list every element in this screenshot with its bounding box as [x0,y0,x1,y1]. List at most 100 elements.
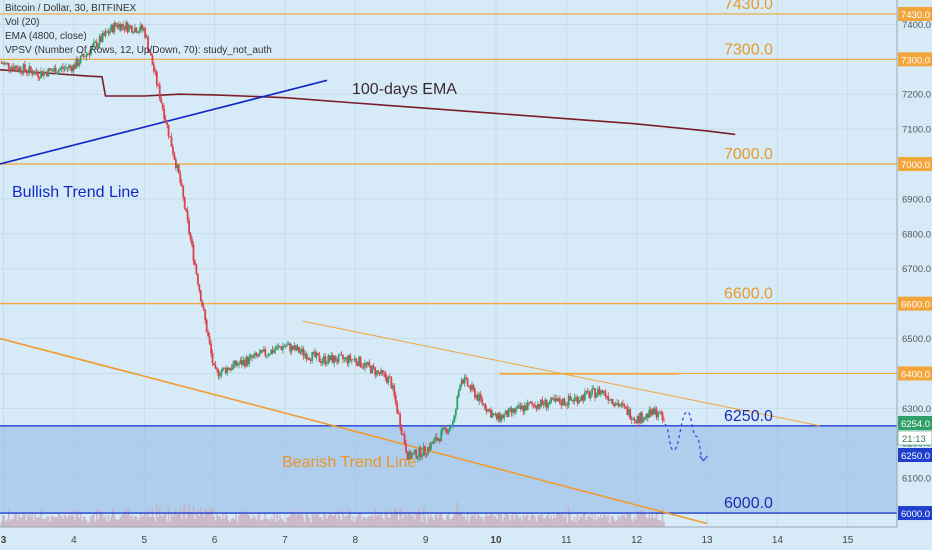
volume-bar [158,505,161,527]
candle-body [409,451,412,459]
volume-bar [358,513,360,527]
volume-bar [648,514,651,527]
volume-bar [466,511,469,527]
candle-body [594,388,596,398]
candle-body [537,404,539,410]
candle-body [224,367,227,373]
candle-body [440,431,443,442]
volume-bar [68,514,70,527]
candle-body [485,409,488,412]
candle-body [98,36,101,45]
candle-body [211,353,214,364]
candle-body [26,72,29,74]
x-tick-label: 5 [141,535,147,546]
x-tick-label: 12 [631,535,643,546]
candle-body [154,71,157,73]
ema-annotation: 100-days EMA [352,81,457,98]
candle-body [251,355,253,358]
candle-body [602,390,605,393]
volume-bar [405,512,407,527]
candle-body [663,419,665,421]
candle-body [358,356,360,366]
volume-bar [299,514,302,527]
candle-body [368,362,371,366]
candle-body [561,398,564,406]
volume-bar [368,515,371,527]
volume-bar [655,513,658,527]
volume-bar [639,510,642,527]
volume-bar [579,515,582,527]
candle-body [517,405,520,407]
volume-bar [658,519,661,527]
volume-bar [440,513,442,527]
volume-bar [356,515,359,527]
volume-bar [575,522,577,527]
volume-bar [156,504,158,527]
volume-bar [534,516,536,527]
volume-bar [627,514,630,527]
volume-bar [556,513,558,527]
level-tag-text-6600: 6600.0 [901,300,930,311]
candle-body [334,356,337,362]
volume-bar [46,517,48,527]
candle-body [177,164,180,174]
volume-bar [318,516,321,527]
volume-bar [235,512,237,527]
volume-bar [233,519,236,527]
candle-body [128,25,130,32]
candle-body [301,348,303,352]
candle-body [220,371,223,376]
volume-bar [163,511,165,527]
candle-body [339,354,341,356]
candle-body [513,408,516,413]
volume-bar [353,522,356,527]
volume-bar [491,514,494,527]
volume-bar [563,517,566,527]
candle-body [633,418,636,421]
volume-bar [53,517,56,527]
candle-body [170,136,173,147]
candle-body [331,355,334,364]
volume-bar [285,521,287,527]
volume-bar [355,517,357,527]
volume-bar [397,520,400,527]
volume-bar [76,510,79,527]
candle-body [252,355,255,358]
volume-bar [389,517,391,527]
candle-body [419,447,422,458]
candle-body [15,66,18,69]
candle-body [336,361,339,363]
x-tick-label: 9 [423,535,429,546]
candle-body [186,210,189,221]
volume-bar [554,517,557,527]
volume-bar [22,510,25,527]
volume-bar [72,515,75,527]
candle-body [327,355,330,364]
volume-bar [339,516,341,527]
volume-bar [444,519,447,527]
candle-body [539,399,542,408]
candle-body [541,399,544,404]
candle-body [350,359,353,361]
volume-bar [349,511,352,527]
volume-bar [134,516,136,527]
candle-body [629,409,632,419]
volume-bar [119,517,121,527]
candle-body [261,350,264,352]
volume-bar [441,517,444,527]
candle-body [412,452,415,455]
level-tag-6000 [898,506,932,521]
volume-bar [463,515,466,527]
volume-bar [494,516,497,527]
volume-bar [604,515,607,527]
candle-body [84,56,86,58]
candle-body [488,408,491,411]
candle-body [459,385,462,391]
volume-bar [359,513,362,527]
volume-bar [125,508,127,527]
candle-body [617,403,620,407]
volume-bar [128,509,130,527]
volume-bar [585,519,588,527]
candle-body [65,67,67,69]
